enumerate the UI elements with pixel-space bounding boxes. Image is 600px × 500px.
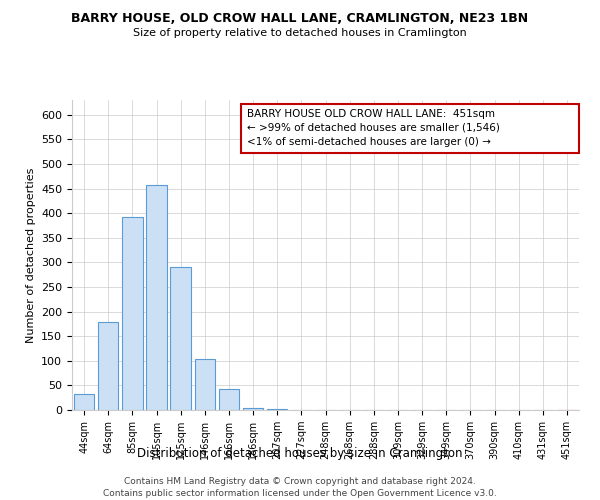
Bar bbox=[122, 216, 143, 410]
Text: BARRY HOUSE, OLD CROW HALL LANE, CRAMLINGTON, NE23 1BN: BARRY HOUSE, OLD CROW HALL LANE, CRAMLIN… bbox=[71, 12, 529, 26]
Bar bbox=[218, 389, 239, 410]
Text: Size of property relative to detached houses in Cramlington: Size of property relative to detached ho… bbox=[133, 28, 467, 38]
Text: <1% of semi-detached houses are larger (0) →: <1% of semi-detached houses are larger (… bbox=[247, 137, 491, 147]
Bar bbox=[146, 184, 167, 410]
Y-axis label: Number of detached properties: Number of detached properties bbox=[26, 168, 35, 342]
Text: Contains public sector information licensed under the Open Government Licence v3: Contains public sector information licen… bbox=[103, 489, 497, 498]
Bar bbox=[98, 322, 118, 410]
Text: ← >99% of detached houses are smaller (1,546): ← >99% of detached houses are smaller (1… bbox=[247, 123, 500, 133]
Bar bbox=[74, 394, 94, 410]
Bar bbox=[170, 267, 191, 410]
Text: Contains HM Land Registry data © Crown copyright and database right 2024.: Contains HM Land Registry data © Crown c… bbox=[124, 478, 476, 486]
Bar bbox=[243, 408, 263, 410]
Bar bbox=[267, 409, 287, 410]
Bar bbox=[194, 360, 215, 410]
Text: Distribution of detached houses by size in Cramlington: Distribution of detached houses by size … bbox=[137, 448, 463, 460]
Text: BARRY HOUSE OLD CROW HALL LANE:  451sqm: BARRY HOUSE OLD CROW HALL LANE: 451sqm bbox=[247, 109, 495, 119]
